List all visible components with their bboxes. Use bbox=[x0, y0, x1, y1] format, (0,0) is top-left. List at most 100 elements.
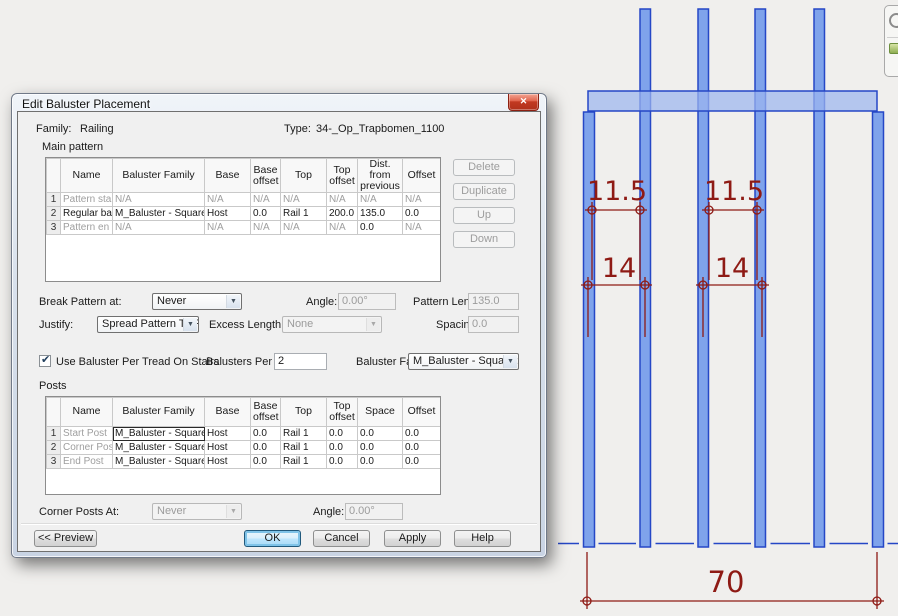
cell-base: N/A bbox=[204, 220, 251, 236]
cell-top-offset: N/A bbox=[326, 192, 358, 208]
cell-space[interactable]: 0.0 bbox=[357, 440, 403, 455]
angle-input[interactable]: 0.00° bbox=[338, 293, 396, 310]
excess-length-select[interactable]: None ▼ bbox=[282, 316, 382, 333]
chevron-down-icon: ▼ bbox=[226, 505, 240, 518]
cell-offset: N/A bbox=[402, 220, 440, 236]
type-value: 34-_Op_Trapbomen_1100 bbox=[316, 123, 445, 135]
ok-button[interactable]: OK bbox=[244, 530, 301, 547]
main-pattern-table: Name Baluster Family Base Base offset To… bbox=[45, 157, 441, 282]
spacing-input[interactable]: 0.0 bbox=[468, 316, 519, 333]
justify-label: Justify: bbox=[39, 319, 74, 331]
apply-button[interactable]: Apply bbox=[384, 530, 441, 547]
column-header: Offset bbox=[402, 397, 440, 427]
cell-base-offset: N/A bbox=[250, 192, 281, 208]
cell-base-offset[interactable]: 0.0 bbox=[250, 454, 281, 469]
cell-offset[interactable]: 0.0 bbox=[402, 440, 440, 455]
dim-text: 70 bbox=[708, 565, 745, 599]
delete-button[interactable]: Delete bbox=[453, 159, 515, 176]
use-baluster-per-tread-label: Use Baluster Per Tread On Stairs bbox=[56, 356, 220, 368]
cell-offset[interactable]: 0.0 bbox=[402, 206, 440, 222]
zoom-icon[interactable] bbox=[889, 43, 898, 54]
cell-base-offset: N/A bbox=[250, 220, 281, 236]
cell-family[interactable]: M_Baluster - Square : 2 bbox=[112, 206, 205, 222]
posts-table: Name Baluster Family Base Base offset To… bbox=[45, 396, 441, 495]
corner-posts-label: Corner Posts At: bbox=[39, 506, 120, 518]
duplicate-button[interactable]: Duplicate bbox=[453, 183, 515, 200]
justify-select[interactable]: Spread Pattern To Fit ▼ bbox=[97, 316, 199, 333]
cell-top[interactable]: Rail 1 bbox=[280, 206, 327, 222]
column-header: Baluster Family bbox=[112, 397, 205, 427]
cell-base[interactable]: Host bbox=[204, 454, 251, 469]
preview-button[interactable]: << Preview bbox=[34, 530, 97, 547]
cell-top-offset[interactable]: 0.0 bbox=[326, 454, 358, 469]
cell-base-offset[interactable]: 0.0 bbox=[250, 206, 281, 222]
cell-base[interactable]: Host bbox=[204, 206, 251, 222]
baluster bbox=[871, 111, 885, 548]
cell-base[interactable]: Host bbox=[204, 440, 251, 455]
table-row: 3 Pattern en N/A N/A N/A N/A N/A 0.0 N/A bbox=[46, 220, 440, 236]
cell-family[interactable]: M_Baluster - Square bbox=[112, 426, 205, 441]
cell-dist[interactable]: 0.0 bbox=[357, 220, 403, 236]
family-value: Railing bbox=[80, 123, 114, 135]
cancel-button[interactable]: Cancel bbox=[313, 530, 370, 547]
posts-angle-label: Angle: bbox=[313, 506, 345, 518]
posts-angle-input[interactable]: 0.00° bbox=[345, 503, 403, 520]
use-baluster-per-tread-checkbox[interactable]: ✔ bbox=[39, 354, 51, 367]
cell-top: N/A bbox=[280, 220, 327, 236]
cell-space[interactable]: 0.0 bbox=[357, 426, 403, 441]
cell-space[interactable]: 0.0 bbox=[357, 454, 403, 469]
table-row: 2 Corner Pos M_Baluster - Square : 2 Hos… bbox=[46, 440, 440, 455]
cell-top[interactable]: Rail 1 bbox=[280, 454, 327, 469]
angle-label: Angle: bbox=[306, 296, 338, 308]
help-button[interactable]: Help bbox=[454, 530, 511, 547]
column-header: Base offset bbox=[250, 158, 281, 194]
break-pattern-select[interactable]: Never ▼ bbox=[152, 293, 242, 310]
type-label: Type: bbox=[284, 123, 311, 135]
cell-top: N/A bbox=[280, 192, 327, 208]
cell-name[interactable]: Regular bal bbox=[60, 206, 113, 222]
row-number[interactable]: 1 bbox=[46, 192, 61, 208]
cell-family[interactable]: M_Baluster - Square : 2 bbox=[112, 454, 205, 469]
down-button[interactable]: Down bbox=[453, 231, 515, 248]
baluster bbox=[582, 111, 596, 548]
cell-dist[interactable]: 135.0 bbox=[357, 206, 403, 222]
cell-family[interactable]: M_Baluster - Square : 2 bbox=[112, 440, 205, 455]
dialog-title: Edit Baluster Placement bbox=[22, 97, 151, 111]
column-header: Offset bbox=[402, 158, 440, 194]
cell-base[interactable]: Host bbox=[204, 426, 251, 441]
main-pattern-section-label: Main pattern bbox=[42, 141, 104, 153]
cell-base-offset[interactable]: 0.0 bbox=[250, 426, 281, 441]
close-button[interactable]: ✕ bbox=[508, 94, 539, 111]
cell-top[interactable]: Rail 1 bbox=[280, 426, 327, 441]
column-header: Space bbox=[357, 397, 403, 427]
cell-top-offset[interactable]: 200.0 bbox=[326, 206, 358, 222]
cell-top-offset[interactable]: 0.0 bbox=[326, 440, 358, 455]
table-row: 2 Regular bal M_Baluster - Square : 2 Ho… bbox=[46, 206, 440, 222]
tread-baluster-family-select[interactable]: M_Baluster - Square : 2 ▼ bbox=[408, 353, 519, 370]
column-header: Name bbox=[60, 158, 113, 194]
cell-offset[interactable]: 0.0 bbox=[402, 454, 440, 469]
column-header: Top offset bbox=[326, 397, 358, 427]
row-number[interactable]: 3 bbox=[46, 220, 61, 236]
cell-offset[interactable]: 0.0 bbox=[402, 426, 440, 441]
row-number[interactable]: 1 bbox=[46, 426, 61, 441]
baluster bbox=[754, 8, 767, 548]
cell-name: Start Post bbox=[60, 426, 113, 441]
cell-top[interactable]: Rail 1 bbox=[280, 440, 327, 455]
corner-posts-select[interactable]: Never ▼ bbox=[152, 503, 242, 520]
balusters-per-tread-input[interactable]: 2 bbox=[274, 353, 327, 370]
cell-top-offset[interactable]: 0.0 bbox=[326, 426, 358, 441]
dimension-texts: 11.5 11.5 14 14 70 bbox=[587, 176, 764, 599]
pattern-length-input[interactable]: 135.0 bbox=[468, 293, 519, 310]
column-header: Base bbox=[204, 158, 251, 194]
chevron-down-icon: ▼ bbox=[366, 318, 380, 331]
cell-base-offset[interactable]: 0.0 bbox=[250, 440, 281, 455]
up-button[interactable]: Up bbox=[453, 207, 515, 224]
steering-wheel-icon[interactable] bbox=[889, 13, 898, 28]
row-number[interactable]: 3 bbox=[46, 454, 61, 469]
row-number[interactable]: 2 bbox=[46, 440, 61, 455]
navigation-bar[interactable] bbox=[884, 5, 898, 77]
table-row: 3 End Post M_Baluster - Square : 2 Host … bbox=[46, 454, 440, 469]
row-number[interactable]: 2 bbox=[46, 206, 61, 222]
